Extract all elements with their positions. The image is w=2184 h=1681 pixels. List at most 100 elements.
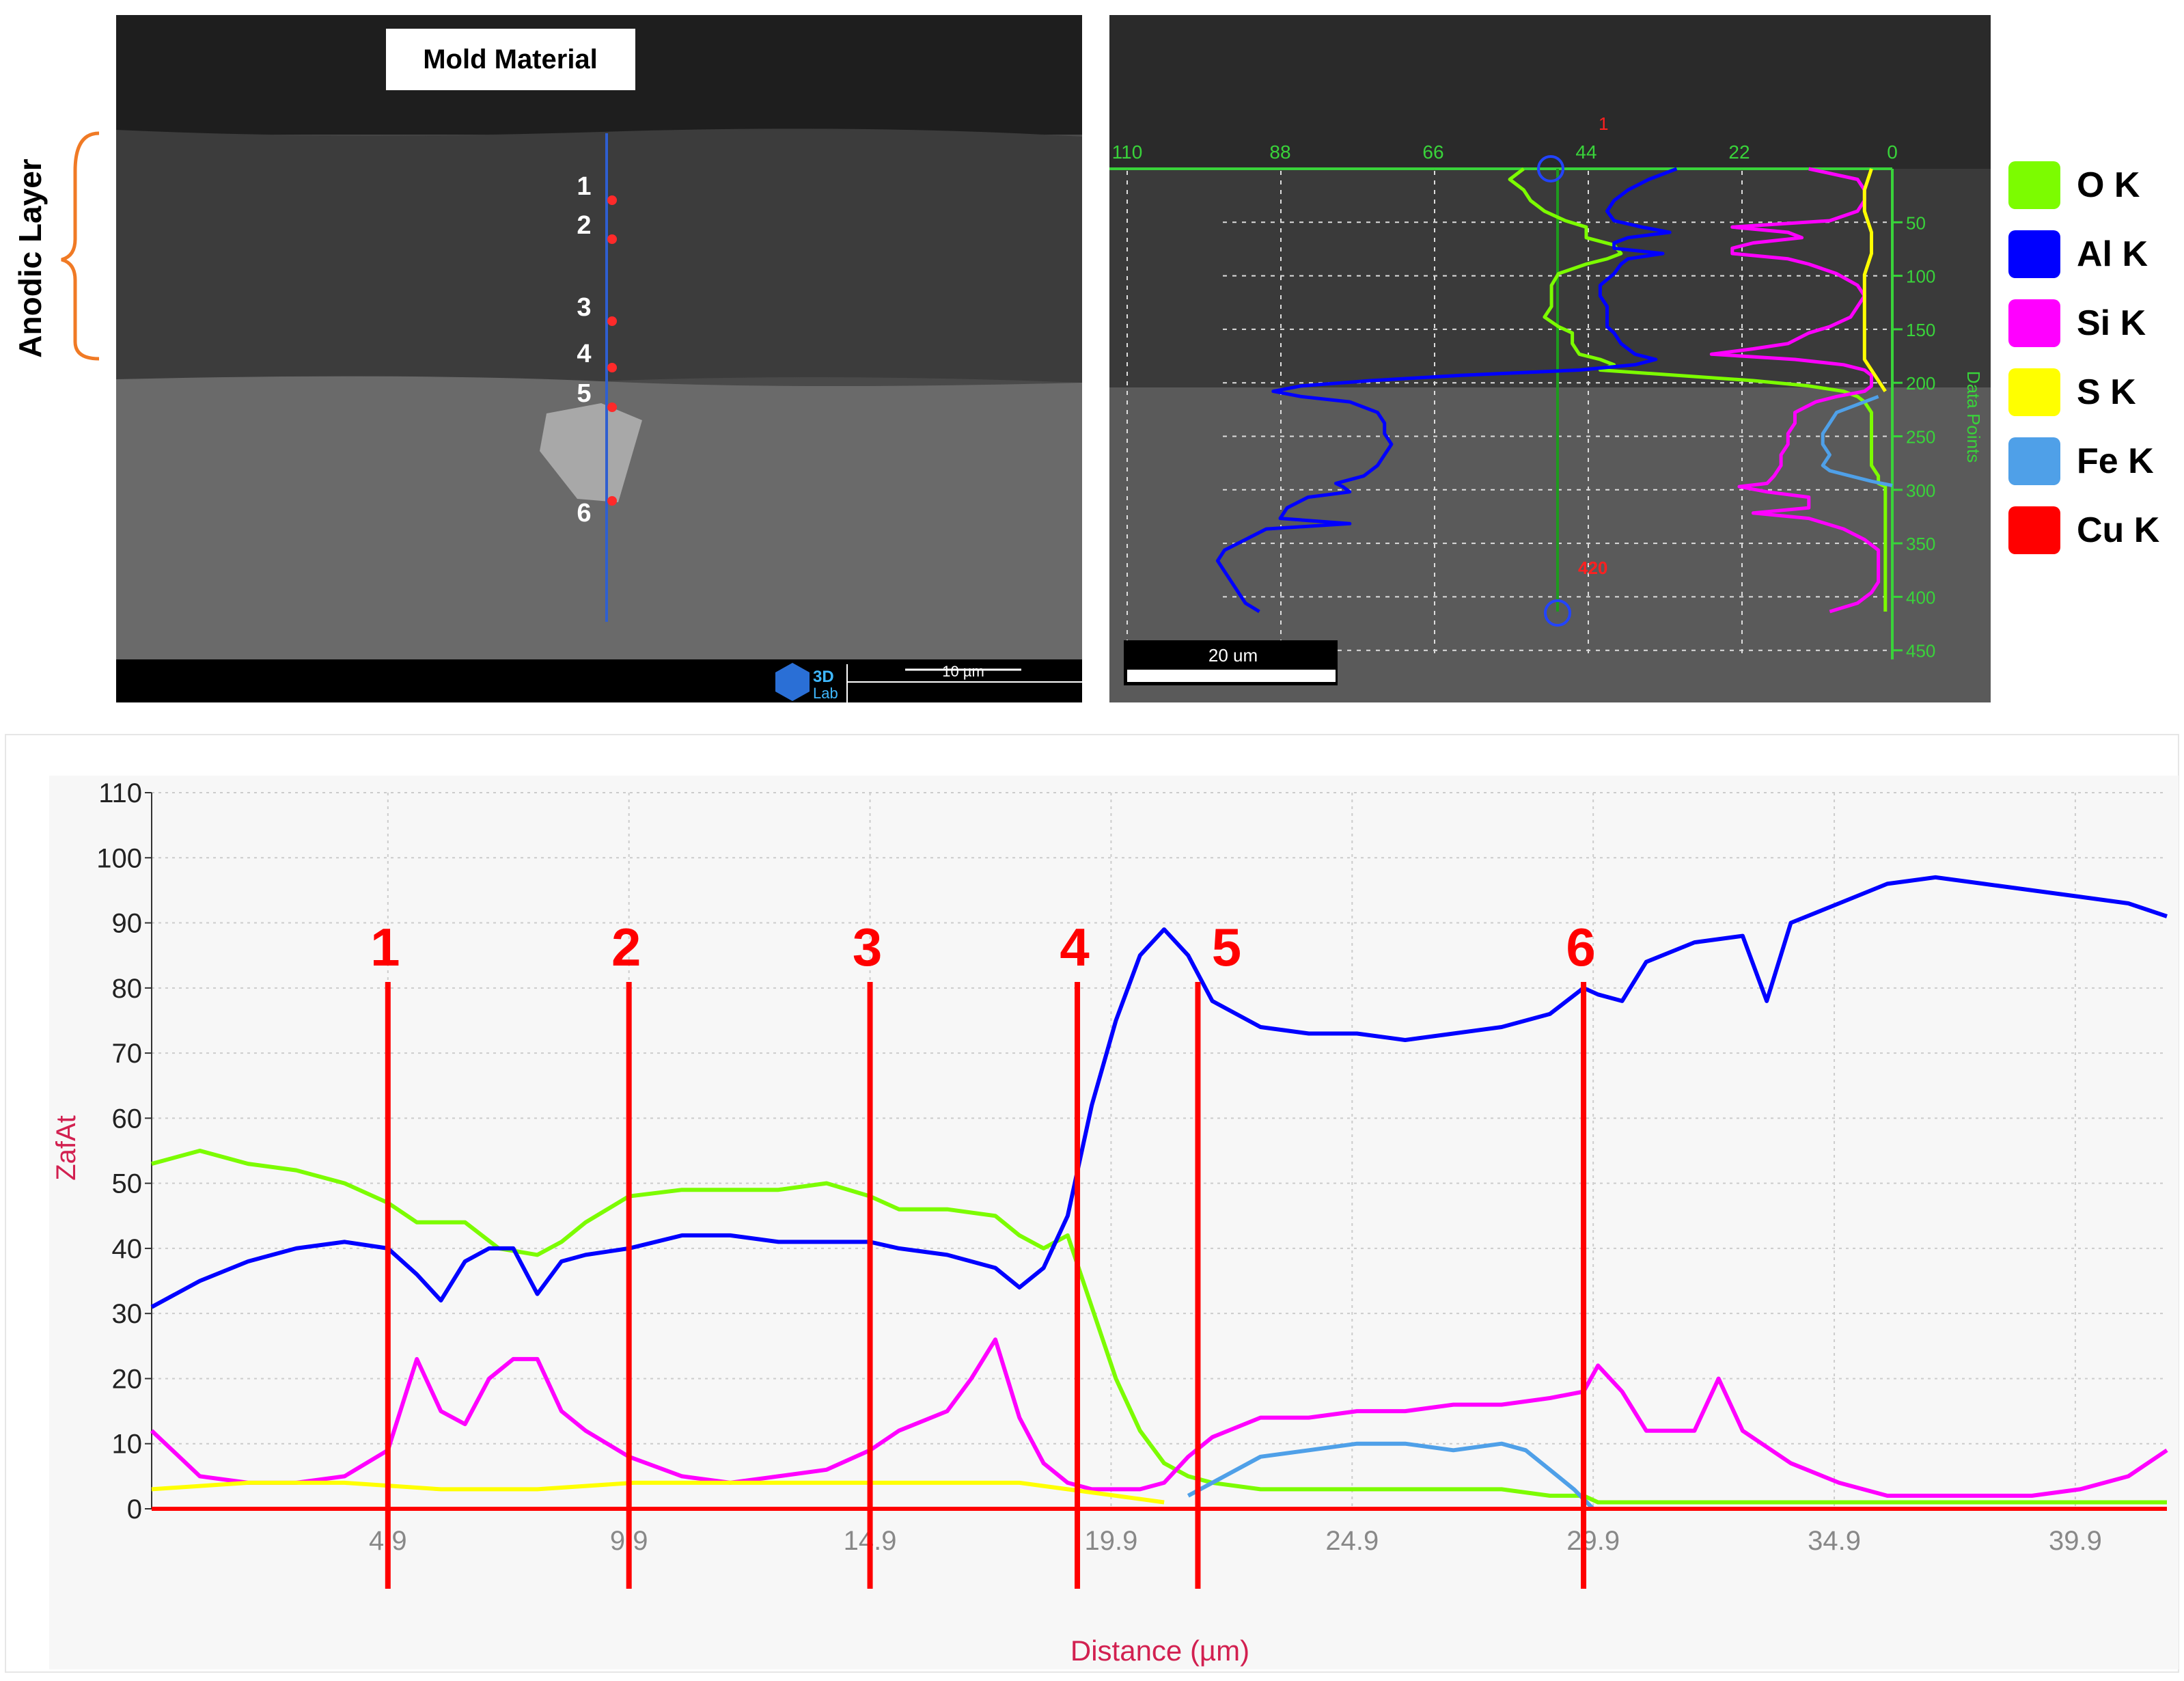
linescan-scale-bar xyxy=(1127,670,1336,682)
data-points-axis-label: Data Points xyxy=(1963,371,1984,463)
mold-material-box xyxy=(386,29,635,90)
legend-label-1: Al K xyxy=(2077,234,2148,274)
ls-top-tick-0: 0 xyxy=(1887,141,1898,163)
logo-text-top: 3D xyxy=(813,668,834,686)
ls-profile-2 xyxy=(1709,167,1881,614)
intermetallic-particle xyxy=(540,403,642,502)
ls-profile-4 xyxy=(1821,394,1893,487)
y-axis-ticks: 0 10 20 30 40 50 60 70 80 90 100 110 xyxy=(96,778,152,1525)
series-line-al-k xyxy=(150,875,2168,1309)
ls-right-tick-50: 50 xyxy=(1906,213,1926,233)
ls-top-tick-22: 22 xyxy=(1728,141,1750,163)
scan-point-5 xyxy=(607,402,617,412)
series-line-fe-k xyxy=(1187,1441,1595,1511)
linescan-right-ticks: 50 100 150 200 250 300 350 400 450 xyxy=(1892,213,1935,661)
sem-scale-bar-label: 10 µm xyxy=(942,663,984,680)
scan-point-4 xyxy=(607,363,617,372)
anodic-layer-region xyxy=(116,128,1082,385)
scan-marker-top: 1 xyxy=(1599,113,1608,134)
y-tick-70: 70 xyxy=(112,1039,143,1069)
scan-point-label-6: 6 xyxy=(577,499,591,528)
sem-info-bar xyxy=(116,659,1082,702)
ls-profile-3 xyxy=(1862,168,1887,392)
legend-swatch-2 xyxy=(2008,299,2060,347)
ls-top-tick-88: 88 xyxy=(1269,141,1290,163)
x-tick-19.9: 19.9 xyxy=(1084,1526,1137,1556)
scan-point-label-3: 3 xyxy=(577,293,591,322)
ls-right-tick-300: 300 xyxy=(1906,480,1935,501)
chart-series xyxy=(150,875,2168,1511)
logo-text-bottom: Lab xyxy=(813,685,838,702)
ls-right-tick-150: 150 xyxy=(1906,320,1935,340)
ls-right-tick-400: 400 xyxy=(1906,587,1935,607)
linescan-mold-region xyxy=(1109,15,1991,169)
y-tick-40: 40 xyxy=(112,1234,143,1264)
lab-logo-icon xyxy=(775,663,810,701)
y-tick-110: 110 xyxy=(98,778,142,808)
marker-label-5: 5 xyxy=(1212,917,1241,977)
y-tick-100: 100 xyxy=(96,843,142,873)
y-tick-50: 50 xyxy=(112,1169,143,1199)
ls-top-tick-110: 110 xyxy=(1112,141,1143,163)
legend-swatch-4 xyxy=(2008,437,2060,485)
scan-point-label-2: 2 xyxy=(577,211,591,240)
marker-label-6: 6 xyxy=(1566,917,1595,977)
linescan-scale-bar-label: 20 um xyxy=(1208,645,1258,666)
legend-label-4: Fe K xyxy=(2077,441,2154,481)
linescan-top-ticks: 110 88 66 44 22 0 xyxy=(1112,141,1898,163)
chart-background xyxy=(49,776,2179,1669)
linescan-profiles xyxy=(1215,167,1893,614)
ls-right-tick-100: 100 xyxy=(1906,266,1935,287)
y-tick-30: 30 xyxy=(112,1299,143,1329)
legend-label-5: Cu K xyxy=(2077,510,2160,550)
legend-swatch-3 xyxy=(2008,368,2060,416)
linescan-anodic-region xyxy=(1109,169,1991,387)
scan-point-group: 1 2 3 4 5 6 xyxy=(577,172,617,528)
legend-swatch-1 xyxy=(2008,230,2060,278)
legend-swatch-5 xyxy=(2008,506,2060,554)
marker-label-2: 2 xyxy=(611,917,641,977)
x-tick-39.9: 39.9 xyxy=(2049,1526,2102,1556)
x-tick-24.9: 24.9 xyxy=(1325,1526,1379,1556)
anodic-layer-label: Anodic Layer xyxy=(12,159,48,358)
ls-top-tick-66: 66 xyxy=(1422,141,1443,163)
y-tick-60: 60 xyxy=(112,1104,143,1134)
series-line-o-k xyxy=(151,1149,2167,1505)
mold-material-label: Mold Material xyxy=(423,44,598,74)
ls-top-tick-44: 44 xyxy=(1575,141,1596,163)
series-line-si-k xyxy=(150,1337,2168,1498)
marker-label-1: 1 xyxy=(370,917,400,977)
ls-right-tick-200: 200 xyxy=(1906,373,1935,394)
scan-point-6 xyxy=(607,496,617,506)
scan-point-2 xyxy=(607,234,617,244)
scan-marker-bottom: 420 xyxy=(1578,558,1607,578)
anodic-layer-brace xyxy=(61,131,100,361)
marker-label-4: 4 xyxy=(1060,917,1089,977)
y-tick-90: 90 xyxy=(112,909,143,939)
legend-label-2: Si K xyxy=(2077,303,2146,343)
scan-point-label-1: 1 xyxy=(577,172,591,201)
legend-label-0: O K xyxy=(2077,165,2140,205)
y-tick-0: 0 xyxy=(127,1494,142,1525)
linescan-panel: 110 88 66 44 22 0 50100150200250300350400450 … xyxy=(1109,15,1991,702)
ls-right-tick-350: 350 xyxy=(1906,534,1935,554)
scan-point-3 xyxy=(607,316,617,326)
scan-start-marker xyxy=(1537,155,1564,182)
scan-point-label-4: 4 xyxy=(577,340,591,368)
sem-image-panel: Mold Material 1 2 3 4 5 6 3D Lab 10 µm Anodic… xyxy=(12,15,1082,702)
scan-point-1 xyxy=(607,195,617,205)
x-tick-34.9: 34.9 xyxy=(1808,1526,1861,1556)
y-axis-label: ZafAt xyxy=(51,1115,81,1181)
series-line-s-k xyxy=(151,1480,1165,1505)
element-legend: O K Al K Si K S K Fe K Cu K xyxy=(2008,161,2160,554)
x-axis-label: Distance (µm) xyxy=(1070,1635,1249,1667)
y-tick-80: 80 xyxy=(112,974,143,1004)
substrate-region xyxy=(116,376,1082,659)
marker-label-3: 3 xyxy=(853,917,882,977)
legend-swatch-0 xyxy=(2008,161,2060,209)
ls-profile-1 xyxy=(1215,167,1678,614)
position-markers: 1 2 3 4 5 6 xyxy=(370,917,1596,1589)
